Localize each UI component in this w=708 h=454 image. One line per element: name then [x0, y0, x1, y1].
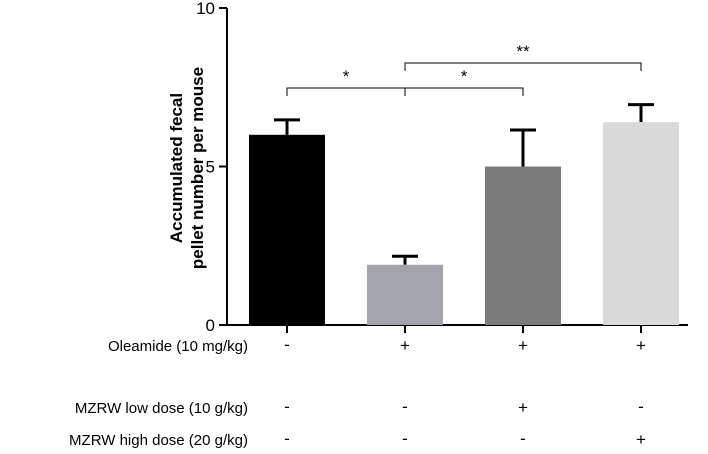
treatment-mark: + — [400, 336, 410, 355]
treatment-mark: - — [284, 335, 290, 354]
treatment-mark: + — [636, 336, 646, 355]
bar-2 — [367, 264, 443, 325]
treatment-mark: - — [284, 429, 290, 448]
treatment-label: MZRW low dose (10 g/kg) — [75, 400, 248, 417]
treatment-mark: - — [402, 429, 408, 448]
significance-label: * — [343, 67, 350, 86]
bar-1 — [249, 134, 325, 325]
y-tick-label: 0 — [206, 316, 215, 335]
treatment-label: Oleamide (10 mg/kg) — [108, 338, 248, 355]
treatment-mark: + — [518, 336, 528, 355]
significance-bracket — [286, 87, 406, 96]
y-axis-label: Accumulated fecal pellet number per mouse — [167, 67, 207, 269]
treatment-mark: - — [520, 429, 526, 448]
y-tick-label: 5 — [206, 158, 215, 177]
significance-label: ** — [516, 42, 530, 61]
treatment-mark: - — [638, 397, 644, 416]
y-tick-label: 10 — [196, 0, 215, 18]
treatment-mark: - — [284, 397, 290, 416]
significance-bracket — [404, 87, 524, 96]
bar-4 — [603, 122, 679, 326]
treatment-label: MZRW high dose (20 g/kg) — [69, 432, 248, 449]
treatment-mark: + — [518, 398, 528, 417]
bar-3 — [485, 166, 561, 325]
significance-label: * — [461, 67, 468, 86]
treatment-mark: - — [402, 397, 408, 416]
treatment-mark: + — [636, 430, 646, 449]
significance-bracket — [404, 62, 642, 71]
